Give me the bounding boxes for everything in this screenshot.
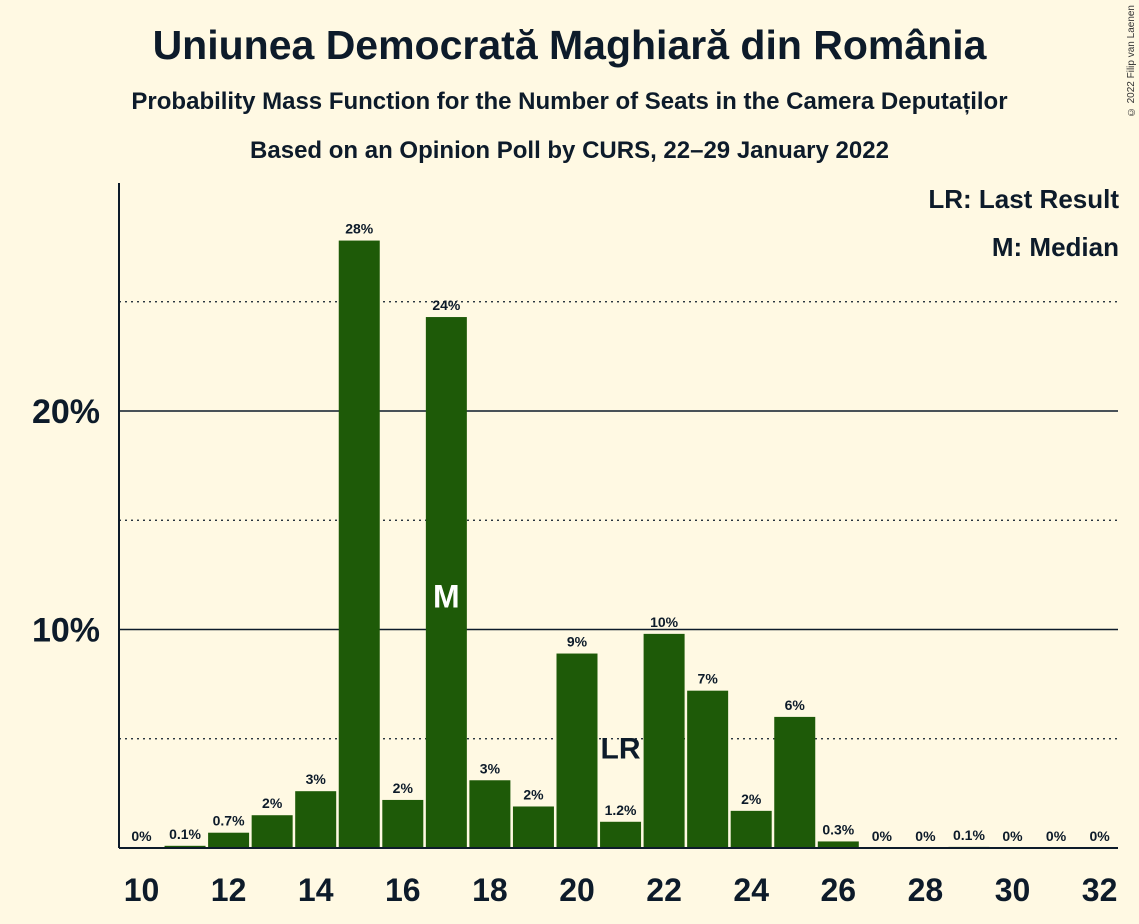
bar	[643, 633, 685, 848]
bar-value-label: 0%	[872, 828, 893, 844]
bar-value-label: 2%	[393, 780, 414, 796]
bar-value-label: 0%	[915, 828, 936, 844]
bar-value-label: 28%	[345, 221, 374, 237]
bar-value-label: 0.1%	[169, 826, 201, 842]
bar	[512, 806, 554, 848]
bar	[469, 780, 511, 848]
bar	[687, 690, 729, 848]
bar	[425, 317, 467, 848]
bar-value-label: 2%	[262, 795, 283, 811]
bar-value-label: 0.3%	[822, 821, 854, 837]
x-tick-label: 24	[733, 872, 769, 908]
last-result-marker: LR	[601, 732, 641, 765]
bar-value-label: 7%	[698, 671, 719, 687]
bar-value-label: 10%	[650, 614, 679, 630]
bar-value-label: 2%	[523, 786, 544, 802]
bar-value-label: 6%	[785, 697, 806, 713]
x-tick-label: 10	[124, 872, 160, 908]
bar-value-label: 0%	[1002, 828, 1023, 844]
x-tick-label: 28	[908, 872, 944, 908]
bar	[208, 832, 250, 848]
bar	[817, 841, 859, 848]
chart-title: Uniunea Democrată Maghiară din România	[152, 22, 987, 68]
y-tick-label: 20%	[32, 393, 100, 431]
bar	[295, 791, 337, 848]
bar-value-label: 3%	[306, 771, 327, 787]
x-tick-label: 32	[1082, 872, 1118, 908]
bar-value-label: 0%	[131, 828, 152, 844]
x-tick-label: 18	[472, 872, 508, 908]
bar-value-label: 0%	[1089, 828, 1110, 844]
bar	[382, 799, 424, 848]
y-tick-label: 10%	[32, 612, 100, 650]
chart-source: Based on an Opinion Poll by CURS, 22–29 …	[250, 137, 889, 164]
bar	[730, 810, 772, 848]
x-tick-label: 26	[821, 872, 857, 908]
chart-subtitle: Probability Mass Function for the Number…	[131, 88, 1008, 115]
bar	[338, 240, 380, 848]
bar-value-label: 9%	[567, 634, 588, 650]
bar	[164, 845, 206, 848]
median-marker: M	[433, 579, 460, 615]
bar	[251, 815, 293, 848]
bar-value-label: 0.1%	[953, 827, 985, 843]
x-tick-label: 22	[646, 872, 682, 908]
x-tick-label: 20	[559, 872, 595, 908]
bar-value-label: 1.2%	[605, 802, 637, 818]
bar	[556, 653, 598, 848]
bar-value-label: 2%	[741, 791, 762, 807]
bar	[600, 821, 642, 848]
bar-value-label: 24%	[432, 297, 461, 313]
bar-value-label: 3%	[480, 760, 501, 776]
bar-value-label: 0.7%	[213, 813, 245, 829]
bar	[774, 716, 816, 848]
x-tick-label: 14	[298, 872, 334, 908]
legend-last-result: LR: Last Result	[928, 184, 1119, 214]
bar-value-label: 0%	[1046, 828, 1067, 844]
x-tick-label: 16	[385, 872, 421, 908]
x-tick-label: 12	[211, 872, 247, 908]
x-tick-label: 30	[995, 872, 1031, 908]
legend-median: M: Median	[991, 232, 1119, 262]
